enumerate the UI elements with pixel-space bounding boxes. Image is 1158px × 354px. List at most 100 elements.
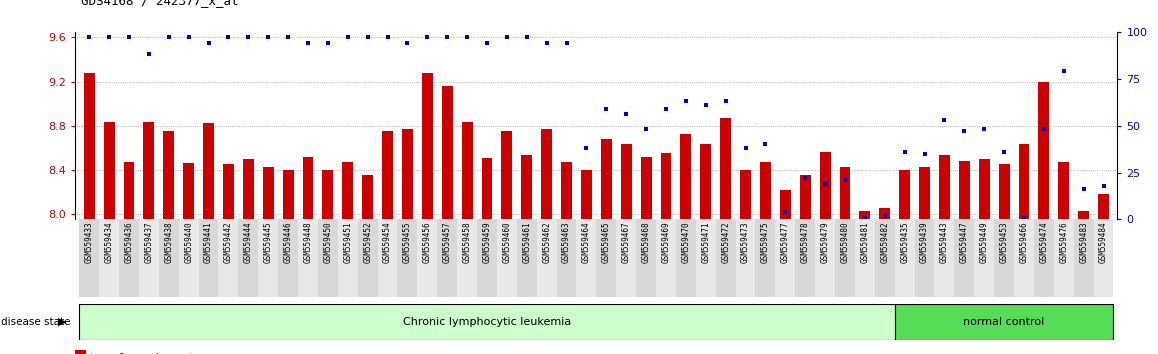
Text: GSM559479: GSM559479 — [821, 222, 829, 263]
Text: transformed count: transformed count — [90, 353, 193, 354]
Bar — [660, 153, 672, 219]
Bar — [438, 219, 457, 297]
Text: GSM559442: GSM559442 — [223, 222, 233, 263]
Text: GDS4168 / 242377_x_at: GDS4168 / 242377_x_at — [81, 0, 239, 7]
Bar — [979, 159, 990, 219]
Bar — [322, 170, 334, 219]
Text: GSM559450: GSM559450 — [323, 222, 332, 263]
Text: GSM559471: GSM559471 — [702, 222, 710, 263]
Text: GSM559449: GSM559449 — [980, 222, 989, 263]
Text: GSM559469: GSM559469 — [661, 222, 670, 263]
Bar — [995, 219, 1014, 297]
Text: GSM559441: GSM559441 — [204, 222, 213, 263]
Text: GSM559454: GSM559454 — [383, 222, 393, 263]
Bar — [760, 162, 771, 219]
Bar — [657, 219, 676, 297]
Text: GSM559436: GSM559436 — [124, 222, 133, 263]
Text: GSM559480: GSM559480 — [841, 222, 850, 263]
Text: GSM559470: GSM559470 — [681, 222, 690, 263]
Bar — [840, 166, 850, 219]
Bar — [779, 190, 791, 219]
Bar — [935, 219, 954, 297]
Bar — [1019, 144, 1029, 219]
Text: GSM559466: GSM559466 — [1019, 222, 1028, 263]
Bar — [278, 219, 298, 297]
Bar — [954, 219, 974, 297]
Bar — [1058, 162, 1069, 219]
Bar — [701, 144, 711, 219]
Bar — [1014, 219, 1034, 297]
Bar — [874, 219, 895, 297]
Bar — [1039, 81, 1049, 219]
Text: GSM559482: GSM559482 — [880, 222, 889, 263]
Text: normal control: normal control — [963, 317, 1045, 327]
Text: GSM559472: GSM559472 — [721, 222, 731, 263]
Text: GSM559478: GSM559478 — [800, 222, 809, 263]
Bar — [915, 219, 935, 297]
Bar — [998, 164, 1010, 219]
Bar — [815, 219, 835, 297]
Text: GSM559461: GSM559461 — [522, 222, 532, 263]
Bar — [735, 219, 755, 297]
Bar — [835, 219, 855, 297]
Bar — [855, 219, 874, 297]
Bar — [959, 161, 969, 219]
Text: GSM559457: GSM559457 — [442, 222, 452, 263]
Bar — [755, 219, 776, 297]
Bar — [859, 211, 871, 219]
Bar — [263, 166, 273, 219]
Bar — [258, 219, 278, 297]
Text: GSM559460: GSM559460 — [503, 222, 512, 263]
Text: GSM559468: GSM559468 — [642, 222, 651, 263]
Text: GSM559452: GSM559452 — [364, 222, 372, 263]
Bar — [939, 155, 950, 219]
Bar — [79, 304, 895, 340]
Text: GSM559451: GSM559451 — [343, 222, 352, 263]
Bar — [163, 131, 174, 219]
Text: GSM559434: GSM559434 — [104, 222, 113, 263]
Bar — [577, 219, 596, 297]
Text: GSM559443: GSM559443 — [940, 222, 948, 263]
Text: GSM559438: GSM559438 — [164, 222, 174, 263]
Bar — [536, 219, 557, 297]
Bar — [596, 219, 616, 297]
Bar — [302, 156, 314, 219]
Bar — [676, 219, 696, 297]
Bar — [1073, 219, 1093, 297]
Bar — [219, 219, 239, 297]
Bar — [178, 219, 198, 297]
Bar — [681, 135, 691, 219]
Bar — [343, 162, 353, 219]
Bar — [119, 219, 139, 297]
Text: GSM559474: GSM559474 — [1040, 222, 1048, 263]
Bar — [740, 170, 752, 219]
Text: GSM559477: GSM559477 — [780, 222, 790, 263]
Text: GSM559476: GSM559476 — [1060, 222, 1069, 263]
Bar — [239, 219, 258, 297]
Bar — [75, 350, 86, 354]
Bar — [521, 155, 533, 219]
Bar — [318, 219, 338, 297]
Bar — [124, 162, 134, 219]
Text: GSM559447: GSM559447 — [960, 222, 969, 263]
Text: GSM559459: GSM559459 — [483, 222, 491, 263]
Bar — [441, 86, 453, 219]
Bar — [83, 73, 95, 219]
Bar — [358, 219, 378, 297]
Bar — [562, 162, 572, 219]
Bar — [378, 219, 397, 297]
Bar — [895, 219, 915, 297]
Text: GSM559444: GSM559444 — [244, 222, 252, 263]
Text: GSM559448: GSM559448 — [303, 222, 313, 263]
Text: GSM559467: GSM559467 — [622, 222, 631, 263]
Bar — [557, 219, 577, 297]
Bar — [601, 139, 611, 219]
Text: GSM559453: GSM559453 — [999, 222, 1009, 263]
Bar — [103, 122, 115, 219]
Bar — [621, 144, 631, 219]
Text: Chronic lymphocytic leukemia: Chronic lymphocytic leukemia — [403, 317, 571, 327]
Text: ▶: ▶ — [58, 317, 66, 327]
Text: GSM559475: GSM559475 — [761, 222, 770, 263]
Bar — [223, 164, 234, 219]
Bar — [203, 124, 214, 219]
